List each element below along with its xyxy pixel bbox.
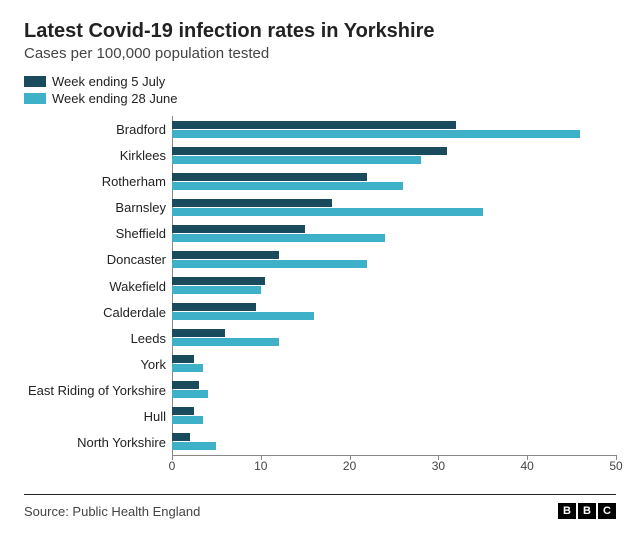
bar-chart: BradfordKirkleesRotherhamBarnsleySheffie… — [24, 116, 616, 456]
bar-row — [172, 220, 616, 246]
bar — [172, 208, 483, 216]
bar — [172, 364, 203, 372]
category-label: Rotherham — [24, 168, 172, 194]
bar — [172, 355, 194, 363]
legend-swatch — [24, 76, 46, 87]
bar — [172, 338, 279, 346]
bar — [172, 234, 385, 242]
footer: Source: Public Health England BBC — [24, 494, 616, 519]
bar — [172, 433, 190, 441]
category-label: Kirklees — [24, 142, 172, 168]
category-label: Leeds — [24, 325, 172, 351]
xtick-label: 0 — [169, 459, 176, 473]
xtick-label: 30 — [432, 459, 445, 473]
bar-row — [172, 429, 616, 455]
bar — [172, 390, 208, 398]
bar-row — [172, 142, 616, 168]
bar-row — [172, 246, 616, 272]
bar — [172, 173, 367, 181]
category-label: Hull — [24, 404, 172, 430]
bar — [172, 303, 256, 311]
xtick-label: 50 — [609, 459, 622, 473]
bar-row — [172, 377, 616, 403]
bar — [172, 381, 199, 389]
category-label: Wakefield — [24, 273, 172, 299]
bar-row — [172, 168, 616, 194]
category-label: North Yorkshire — [24, 430, 172, 456]
source-text: Source: Public Health England — [24, 504, 200, 519]
bar — [172, 251, 279, 259]
legend-label: Week ending 28 June — [52, 91, 178, 106]
category-label: Calderdale — [24, 299, 172, 325]
xtick-label: 10 — [254, 459, 267, 473]
category-label: Sheffield — [24, 221, 172, 247]
logo-letter: C — [598, 503, 616, 519]
bar-rows — [172, 116, 616, 455]
bar-row — [172, 403, 616, 429]
category-label: East Riding of Yorkshire — [24, 378, 172, 404]
bar — [172, 182, 403, 190]
legend-item: Week ending 5 July — [24, 74, 616, 89]
logo-letter: B — [578, 503, 596, 519]
logo-letter: B — [558, 503, 576, 519]
bar — [172, 121, 456, 129]
category-label: Barnsley — [24, 194, 172, 220]
bar — [172, 130, 580, 138]
bar — [172, 156, 421, 164]
category-label: Bradford — [24, 116, 172, 142]
bar-row — [172, 194, 616, 220]
bar-row — [172, 325, 616, 351]
bar-row — [172, 351, 616, 377]
bar — [172, 312, 314, 320]
bar-row — [172, 299, 616, 325]
bar — [172, 329, 225, 337]
bar — [172, 277, 265, 285]
chart-subtitle: Cases per 100,000 population tested — [24, 45, 616, 62]
y-axis-labels: BradfordKirkleesRotherhamBarnsleySheffie… — [24, 116, 172, 456]
legend: Week ending 5 July Week ending 28 June — [24, 74, 616, 106]
category-label: York — [24, 351, 172, 377]
bbc-logo: BBC — [558, 503, 616, 519]
bar-row — [172, 116, 616, 142]
bar-row — [172, 272, 616, 298]
bar — [172, 199, 332, 207]
legend-label: Week ending 5 July — [52, 74, 165, 89]
bar — [172, 147, 447, 155]
legend-swatch — [24, 93, 46, 104]
bar — [172, 407, 194, 415]
bar — [172, 442, 216, 450]
bar — [172, 260, 367, 268]
bar — [172, 225, 305, 233]
xtick-label: 40 — [521, 459, 534, 473]
plot-area — [172, 116, 616, 456]
legend-item: Week ending 28 June — [24, 91, 616, 106]
bar — [172, 286, 261, 294]
xtick-label: 20 — [343, 459, 356, 473]
bar — [172, 416, 203, 424]
chart-title: Latest Covid-19 infection rates in Yorks… — [24, 20, 616, 43]
category-label: Doncaster — [24, 247, 172, 273]
x-axis-ticks: 01020304050 — [172, 456, 616, 480]
